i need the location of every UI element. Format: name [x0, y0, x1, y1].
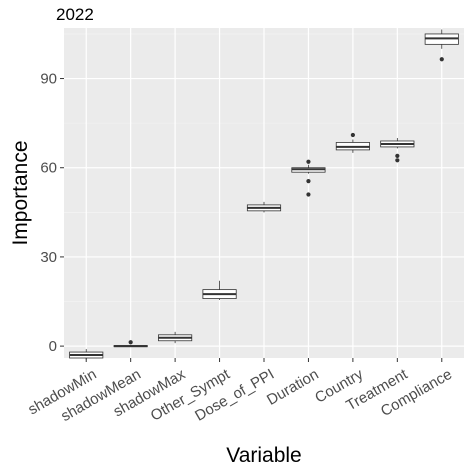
outlier-point	[395, 153, 400, 158]
box-shadowmin	[69, 349, 104, 360]
box-compliance	[424, 29, 459, 62]
outlier-point	[306, 179, 311, 184]
box-shadowmax	[158, 331, 193, 344]
x-axis: shadowMinshadowMeanshadowMaxOther_SymptD…	[25, 358, 455, 425]
outlier-point	[439, 57, 444, 62]
y-tick-label: 60	[40, 160, 57, 177]
outlier-point	[350, 132, 355, 138]
outlier-point	[306, 192, 311, 197]
box-country	[335, 132, 370, 153]
y-axis: 0 30 60 90	[40, 71, 64, 355]
y-tick-label: 0	[49, 338, 57, 355]
x-tick-label: Duration	[264, 366, 322, 409]
outlier-point	[395, 158, 400, 163]
x-axis-title: Variable	[226, 444, 302, 467]
box-dose-of-ppi	[246, 201, 282, 213]
y-axis-title: Importance	[9, 140, 32, 245]
box-shadowmean	[113, 340, 148, 348]
boxes-layer	[69, 29, 459, 360]
outlier-point	[128, 340, 133, 345]
y-tick-label: 90	[40, 71, 57, 88]
box-treatment	[380, 138, 415, 163]
box-other-sympt	[202, 280, 237, 301]
box-duration	[291, 159, 326, 197]
chart-title: 2022	[56, 5, 94, 24]
outlier-point	[306, 159, 311, 164]
y-tick-label: 30	[40, 249, 57, 266]
